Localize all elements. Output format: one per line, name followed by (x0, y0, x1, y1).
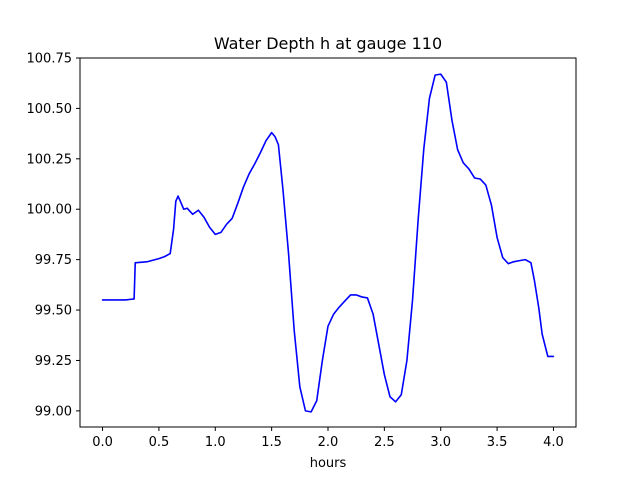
x-tick-label: 1.5 (261, 435, 282, 450)
x-tick-label: 2.0 (318, 435, 339, 450)
x-tick-label: 2.5 (374, 435, 395, 450)
plot-area (79, 57, 577, 428)
x-tick-label: 4.0 (543, 435, 564, 450)
y-tick-label: 100.50 (27, 102, 73, 117)
x-tick-label: 3.5 (487, 435, 508, 450)
x-tick-label: 1.0 (205, 435, 226, 450)
y-tick-label: 99.25 (35, 354, 72, 369)
chart-title: Water Depth h at gauge 110 (214, 34, 442, 53)
x-axis-label: hours (310, 456, 347, 471)
series-line-0 (101, 73, 555, 413)
y-tick-label: 100.25 (27, 152, 73, 167)
y-tick-label: 100.75 (27, 52, 73, 67)
y-tick-label: 100.00 (27, 203, 73, 218)
y-tick-label: 99.75 (35, 253, 72, 268)
x-tick-label: 3.0 (430, 435, 451, 450)
y-tick-label: 99.00 (35, 404, 72, 419)
plot-frame (79, 57, 577, 428)
y-tick-label: 99.50 (35, 304, 72, 319)
x-axis: 0.0 0.5 1.0 1.5 2.0 2.5 3.0 3.5 4.0 (92, 427, 564, 450)
x-tick-label: 0.0 (92, 435, 113, 450)
y-axis: 99.00 99.25 99.50 99.75 100.00 100.25 100.50 10… (27, 52, 80, 419)
x-tick-label: 0.5 (149, 435, 170, 450)
